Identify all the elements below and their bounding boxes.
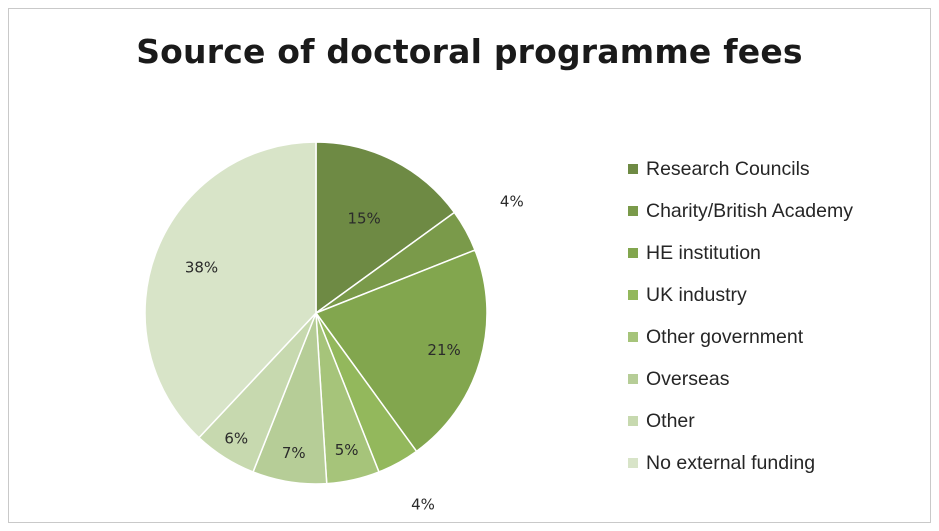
data-label-no-external-funding: 38% [185,259,218,277]
chart-title: Source of doctoral programme fees [136,32,803,71]
legend-item-he-institution: HE institution [628,232,933,274]
data-label-research-councils: 15% [347,210,380,228]
legend-swatch [628,458,638,468]
pie-data-labels: 15% 4% 21% 4% 5% 7% 6% 38% [185,193,524,514]
legend-swatch [628,374,638,384]
legend-label: Other government [646,325,804,348]
data-label-uk-industry: 4% [411,495,435,513]
legend-item-charity-british-academy: Charity/British Academy [628,190,933,232]
legend-swatch [628,290,638,300]
legend-item-other: Other [628,400,933,442]
data-label-charity-british-academy: 4% [500,193,524,211]
legend-swatch [628,248,638,258]
pie-slice-research-councils [315,141,456,315]
pie-slices [144,141,488,485]
legend-label: Charity/British Academy [646,199,853,222]
legend-label: Other [646,409,695,432]
data-label-other-government: 5% [335,441,359,459]
legend-swatch [628,332,638,342]
legend-label: Research Councils [646,157,810,180]
legend-label: Overseas [646,367,730,390]
legend-item-overseas: Overseas [628,358,933,400]
data-label-other: 6% [224,430,248,448]
pie-slice-no-external-funding [144,141,317,439]
legend-label: No external funding [646,451,816,474]
chart-legend: Research Councils Charity/British Academy… [628,148,933,484]
legend-item-other-government: Other government [628,316,933,358]
data-label-overseas: 7% [282,444,306,462]
legend-item-no-external-funding: No external funding [628,442,933,484]
legend-label: UK industry [646,283,747,306]
legend-item-research-councils: Research Councils [628,148,933,190]
legend-swatch [628,416,638,426]
legend-label: HE institution [646,241,761,264]
legend-swatch [628,206,638,216]
pie-slice-he-institution [314,249,488,453]
legend-swatch [628,164,638,174]
data-label-he-institution: 21% [427,341,460,359]
legend-item-uk-industry: UK industry [628,274,933,316]
